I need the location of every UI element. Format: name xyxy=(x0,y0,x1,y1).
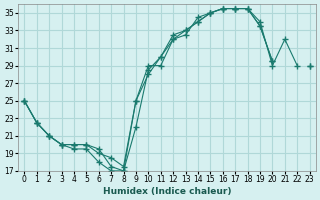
X-axis label: Humidex (Indice chaleur): Humidex (Indice chaleur) xyxy=(103,187,231,196)
